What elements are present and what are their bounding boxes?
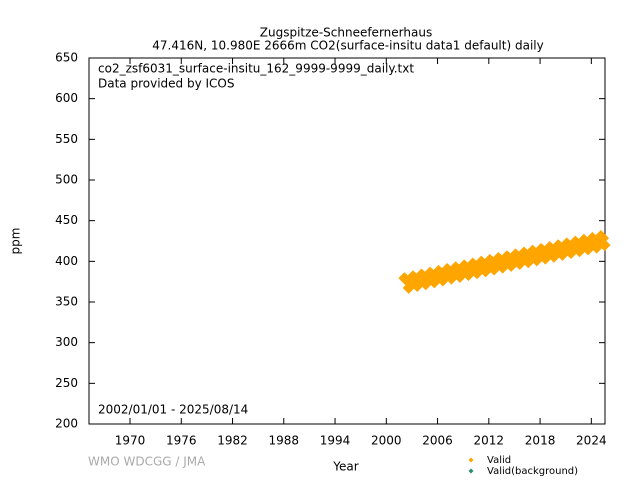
y-tick-label: 300 — [55, 335, 78, 349]
y-tick-label: 450 — [55, 213, 78, 227]
y-tick-label: 650 — [55, 51, 78, 65]
y-tick-label: 400 — [55, 254, 78, 268]
chart-subtitle: 47.416N, 10.980E 2666m CO2(surface-insit… — [152, 39, 543, 53]
legend-label: Valid(background) — [487, 466, 578, 477]
y-tick-label: 350 — [55, 295, 78, 309]
x-tick-label: 1970 — [115, 434, 146, 448]
chart-title: Zugspitze-Schneefernerhaus — [260, 26, 432, 40]
credit: WMO WDCGG / JMA — [88, 455, 206, 469]
legend-marker — [468, 468, 474, 474]
legend-marker — [468, 457, 474, 463]
x-tick-label: 2012 — [474, 434, 505, 448]
x-tick-label: 2024 — [576, 434, 607, 448]
x-tick-label: 2000 — [371, 434, 402, 448]
annotation: co2_zsf6031_surface-insitu_162_9999-9999… — [98, 62, 414, 76]
x-tick-label: 1976 — [166, 434, 197, 448]
annotation: Data provided by ICOS — [98, 77, 234, 91]
y-tick-label: 200 — [55, 417, 78, 431]
annotation: 2002/01/01 - 2025/08/14 — [98, 403, 248, 417]
x-tick-label: 1994 — [320, 434, 351, 448]
x-tick-label: 1988 — [269, 434, 300, 448]
y-tick-label: 500 — [55, 173, 78, 187]
y-tick-label: 600 — [55, 91, 78, 105]
x-tick-label: 1982 — [217, 434, 248, 448]
y-axis-label: ppm — [9, 228, 23, 255]
legend-label: Valid — [487, 455, 511, 466]
point — [598, 239, 611, 252]
y-tick-label: 550 — [55, 132, 78, 146]
x-tick-label: 2018 — [525, 434, 556, 448]
x-axis-label: Year — [332, 460, 358, 474]
y-tick-label: 250 — [55, 376, 78, 390]
x-tick-label: 2006 — [422, 434, 453, 448]
plot-frame — [88, 57, 606, 425]
